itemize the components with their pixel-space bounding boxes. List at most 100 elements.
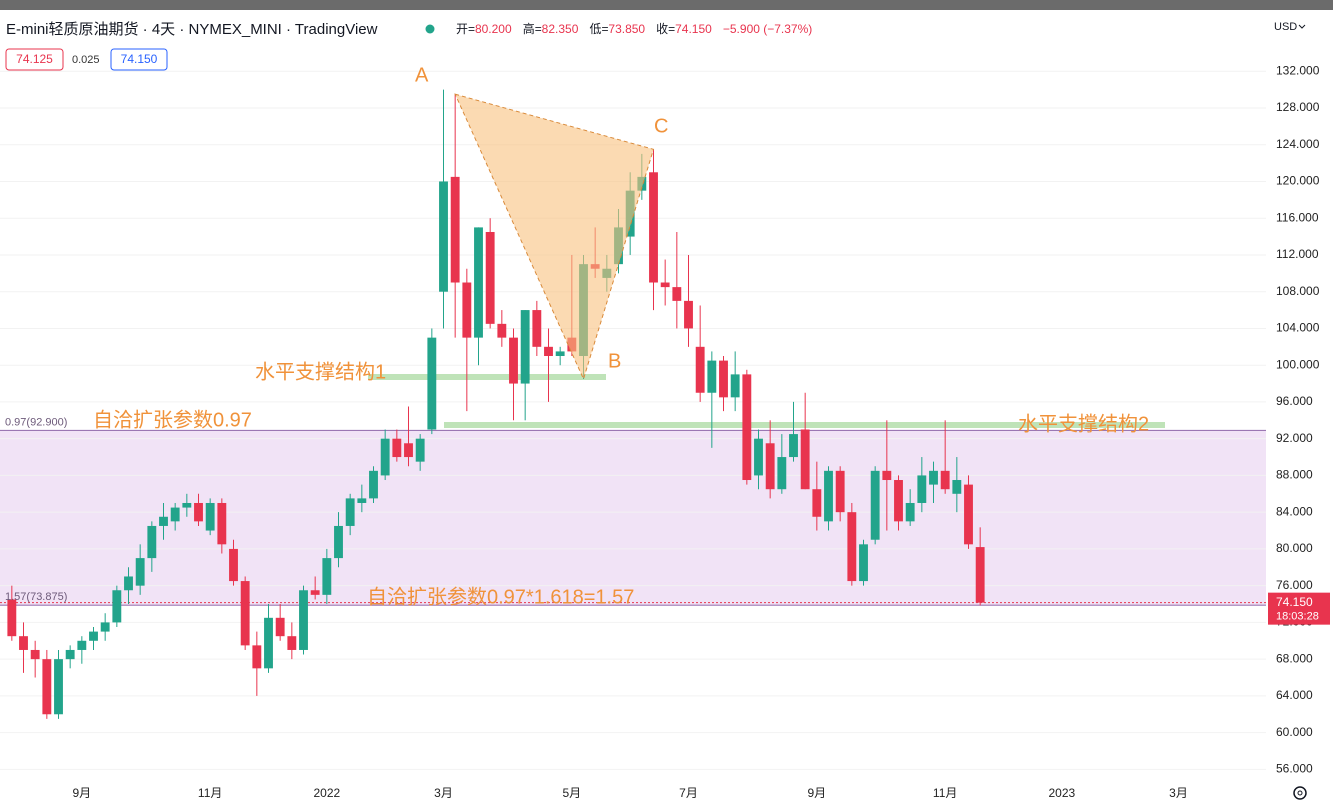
candle-body: [275, 617, 285, 637]
x-tick-label: 5月: [562, 786, 581, 800]
candle-body: [100, 622, 110, 632]
candle-body: [194, 502, 203, 522]
y-tick-label: 68.000: [1276, 651, 1313, 665]
candle-body: [264, 617, 273, 669]
ohlc-value: 82.350: [542, 22, 579, 36]
candle-body: [182, 502, 192, 508]
price-tag-label: 74.150: [1276, 595, 1313, 609]
candle-body: [310, 590, 320, 595]
candle-body: [474, 227, 483, 338]
annotation: B: [608, 350, 621, 372]
candle-body: [894, 480, 903, 522]
candle-body: [89, 631, 98, 641]
candle-body: [649, 172, 658, 283]
y-tick-label: 104.000: [1276, 321, 1320, 335]
ohlc-value: 80.200: [475, 22, 512, 36]
candle-body: [462, 282, 472, 338]
candle-body: [357, 498, 367, 503]
candle-body: [42, 659, 52, 715]
ohlc-label: 高=: [523, 21, 542, 36]
x-tick-label: 3月: [1169, 786, 1188, 800]
ohlc-label: 开=: [456, 22, 475, 36]
change: −5.900 (−7.37%): [723, 22, 812, 36]
price-tag: [1268, 592, 1330, 625]
ohlc-label: 收=: [656, 22, 675, 36]
x-tick-label: 7月: [679, 786, 698, 800]
x-tick-label: 11月: [198, 786, 222, 800]
y-tick-label: 60.000: [1276, 725, 1313, 739]
candle-body: [555, 351, 565, 357]
candle-body: [439, 181, 448, 292]
candle-body: [65, 649, 75, 660]
candle-body: [777, 457, 787, 490]
candle-body: [742, 374, 752, 481]
candle-body: [859, 544, 868, 582]
candle-body: [450, 176, 460, 283]
y-tick-label: 76.000: [1276, 578, 1313, 592]
countdown: 18:03:28: [1276, 611, 1319, 623]
annotation: 自洽扩张参数0.97*1.618=1.57: [367, 585, 634, 608]
y-tick-label: 108.000: [1276, 284, 1320, 298]
y-tick-label: 120.000: [1276, 174, 1320, 188]
candle-body: [975, 547, 985, 603]
candle-body: [940, 470, 950, 490]
candle-body: [695, 346, 705, 393]
candle-body: [112, 590, 122, 623]
candle-body: [54, 659, 63, 715]
y-tick-label: 84.000: [1276, 504, 1313, 518]
status-dot: [425, 24, 435, 34]
candle-body: [660, 282, 670, 288]
candle-body: [824, 470, 833, 522]
candle-body: [380, 438, 390, 476]
candle-body: [485, 231, 495, 324]
y-tick-label: 80.000: [1276, 541, 1313, 555]
candle-body: [929, 470, 938, 485]
candle-body: [509, 337, 518, 384]
candle-body: [77, 640, 87, 650]
y-tick-label: 64.000: [1276, 688, 1313, 702]
candle-body: [917, 475, 927, 503]
ohlc-value: 74.150: [675, 22, 712, 36]
candle-body: [847, 512, 857, 582]
pattern-triangle: [454, 93, 655, 381]
candle-body: [719, 360, 728, 398]
candle-body: [532, 310, 542, 347]
candle-body: [229, 548, 238, 582]
candle-body: [882, 470, 892, 481]
candle-body: [205, 502, 215, 531]
candle-body: [124, 576, 133, 591]
y-tick-label: 100.000: [1276, 357, 1320, 371]
y-tick-label: 128.000: [1276, 100, 1320, 114]
bid-box[interactable]: [5, 48, 64, 71]
candle-body: [544, 346, 553, 357]
candle-body: [684, 300, 693, 329]
candle-body: [345, 498, 355, 526]
candle-body: [135, 558, 145, 586]
candle-body: [730, 374, 740, 398]
candle-body: [905, 502, 915, 522]
fib-label: 0.97(92.900): [5, 416, 67, 428]
x-tick-label: 3月: [434, 786, 453, 800]
y-tick-label: 88.000: [1276, 468, 1313, 482]
y-tick-label: 56.000: [1276, 762, 1313, 776]
candle-body: [964, 484, 973, 545]
currency[interactable]: USD: [1274, 21, 1297, 33]
candle-body: [707, 360, 717, 393]
y-tick-label: 112.000: [1276, 247, 1319, 261]
dropdown-arrow: [1298, 24, 1306, 29]
ask-box[interactable]: [110, 48, 168, 71]
candle-body: [520, 310, 530, 384]
candle-body: [369, 470, 378, 499]
fib-zone: [0, 430, 1266, 606]
settings-icon[interactable]: [1293, 786, 1307, 800]
annotation: 自洽扩张参数0.97: [93, 408, 252, 431]
fib-label: 1.57(73.875): [5, 591, 67, 603]
candle-body: [835, 470, 845, 513]
candle-body: [800, 429, 810, 490]
candle-body: [322, 558, 332, 595]
top-strip: [0, 0, 1333, 10]
annotation: A: [415, 64, 429, 86]
y-tick-label: 124.000: [1276, 137, 1320, 151]
x-tick-label: 2023: [1048, 786, 1075, 800]
